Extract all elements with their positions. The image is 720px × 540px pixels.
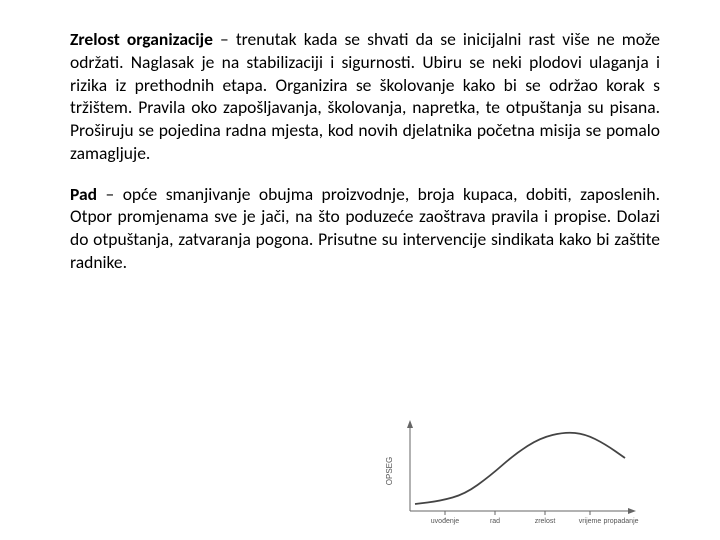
x-tick-4: propadanje (603, 518, 638, 525)
paragraph-maturity: Zrelost organizacije – trenutak kada se … (70, 28, 660, 165)
heading-decline: Pad (70, 183, 97, 205)
x-tick-1: rad (490, 518, 500, 525)
x-tick-2: zrelost (535, 518, 556, 525)
x-ticks: uvođenje rad zrelost vrijeme propadanje (431, 511, 639, 525)
heading-maturity: Zrelost organizacije (70, 28, 213, 50)
x-axis-arrow (628, 508, 636, 514)
lifecycle-curve (415, 433, 625, 504)
lifecycle-chart-svg: OPSEG uvođenje rad zrelost vrijeme propa… (380, 416, 640, 526)
y-axis-arrow (407, 420, 413, 428)
text-decline: – opće smanjivanje obujma proizvodnje, b… (70, 183, 660, 273)
y-axis-label: OPSEG (385, 457, 394, 485)
x-tick-3: vrijeme (579, 518, 602, 525)
paragraph-decline: Pad – opće smanjivanje obujma proizvodnj… (70, 183, 660, 274)
x-tick-0: uvođenje (431, 518, 460, 525)
lifecycle-chart: OPSEG uvođenje rad zrelost vrijeme propa… (380, 416, 640, 526)
